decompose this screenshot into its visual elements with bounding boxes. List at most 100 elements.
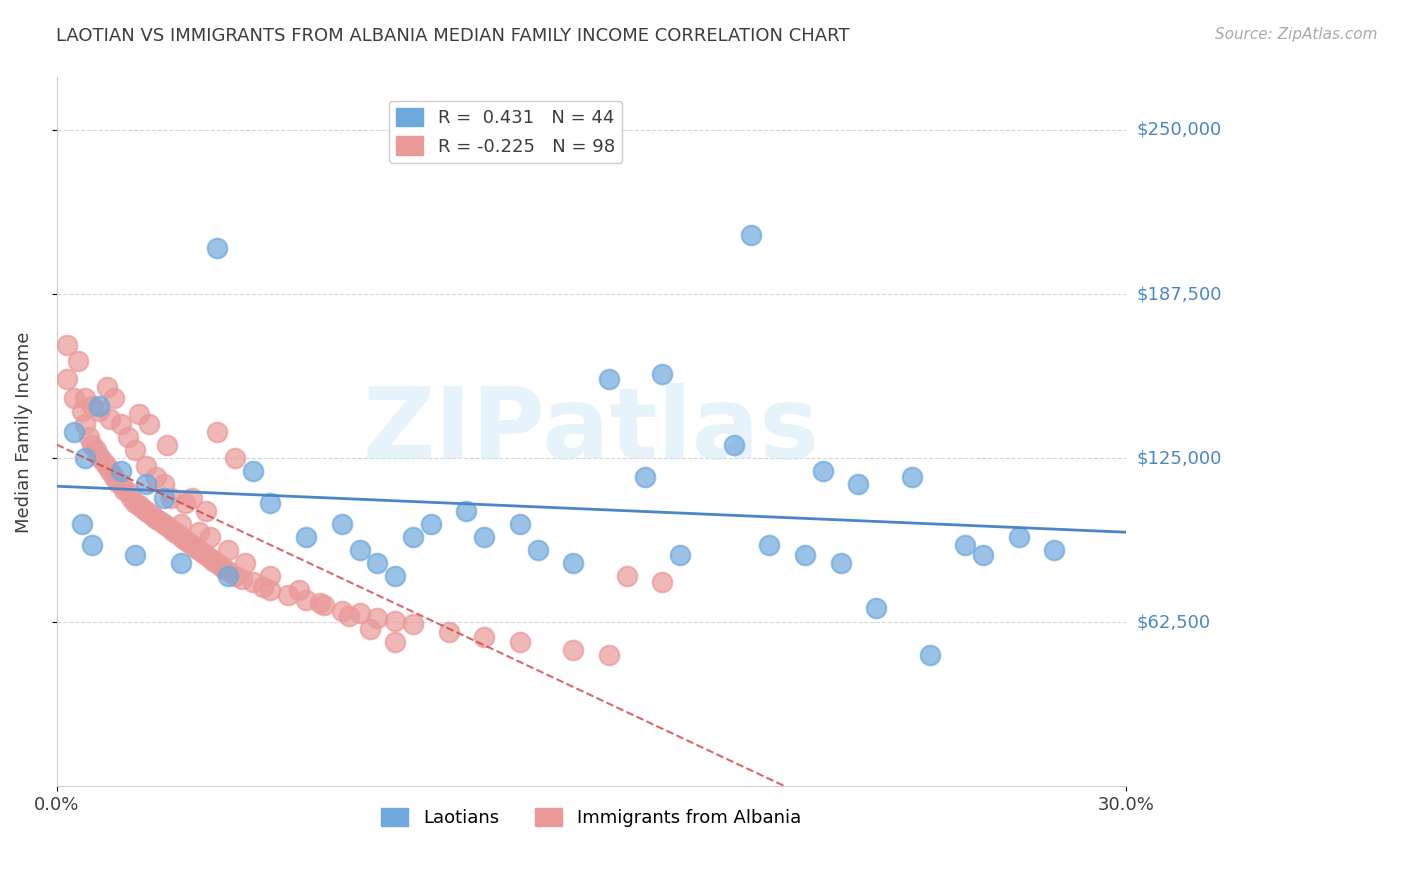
Point	[56, 338, 79, 352]
Point	[235, 556, 257, 570]
Point	[794, 549, 817, 563]
Text: $187,500: $187,500	[1137, 285, 1222, 303]
Point	[98, 412, 121, 426]
Point	[288, 582, 311, 597]
Text: ZIPatlas: ZIPatlas	[363, 384, 820, 481]
Point	[669, 549, 692, 563]
Point	[198, 530, 221, 544]
Point	[184, 541, 207, 555]
Point	[128, 499, 150, 513]
Point	[195, 504, 218, 518]
Point	[277, 588, 299, 602]
Point	[472, 530, 495, 544]
Point	[598, 648, 620, 663]
Point	[135, 477, 157, 491]
Point	[191, 546, 214, 560]
Point	[75, 451, 97, 466]
Point	[77, 430, 100, 444]
Point	[231, 572, 253, 586]
Point	[811, 464, 834, 478]
Point	[75, 391, 97, 405]
Point	[195, 549, 218, 563]
Point	[149, 514, 172, 528]
Point	[105, 475, 128, 489]
Point	[135, 504, 157, 518]
Point	[562, 556, 585, 570]
Point	[89, 404, 111, 418]
Point	[181, 538, 204, 552]
Point	[103, 469, 125, 483]
Point	[337, 608, 360, 623]
Point	[174, 533, 197, 547]
Point	[66, 354, 89, 368]
Point	[384, 614, 406, 628]
Point	[252, 580, 274, 594]
Point	[212, 561, 235, 575]
Point	[419, 516, 441, 531]
Point	[259, 582, 281, 597]
Point	[205, 241, 228, 255]
Point	[205, 425, 228, 439]
Point	[170, 530, 193, 544]
Point	[330, 516, 353, 531]
Point	[181, 491, 204, 505]
Point	[138, 417, 160, 431]
Point	[509, 635, 531, 649]
Point	[112, 483, 135, 497]
Point	[135, 459, 157, 474]
Point	[188, 543, 211, 558]
Point	[437, 624, 460, 639]
Point	[224, 569, 246, 583]
Point	[82, 538, 104, 552]
Point	[901, 469, 924, 483]
Point	[166, 527, 188, 541]
Point	[84, 443, 107, 458]
Point	[242, 574, 264, 589]
Point	[70, 516, 93, 531]
Point	[177, 535, 200, 549]
Point	[242, 464, 264, 478]
Point	[82, 399, 104, 413]
Point	[402, 530, 425, 544]
Point	[209, 558, 232, 573]
Point	[174, 496, 197, 510]
Point	[110, 464, 132, 478]
Point	[295, 593, 318, 607]
Point	[152, 477, 174, 491]
Point	[98, 464, 121, 478]
Point	[170, 556, 193, 570]
Point	[651, 574, 673, 589]
Point	[82, 438, 104, 452]
Point	[117, 485, 139, 500]
Point	[848, 477, 870, 491]
Point	[972, 549, 994, 563]
Point	[217, 543, 239, 558]
Point	[349, 543, 371, 558]
Y-axis label: Median Family Income: Median Family Income	[15, 331, 32, 533]
Point	[1008, 530, 1031, 544]
Text: LAOTIAN VS IMMIGRANTS FROM ALBANIA MEDIAN FAMILY INCOME CORRELATION CHART: LAOTIAN VS IMMIGRANTS FROM ALBANIA MEDIA…	[56, 27, 849, 45]
Point	[117, 430, 139, 444]
Text: Source: ZipAtlas.com: Source: ZipAtlas.com	[1215, 27, 1378, 42]
Point	[124, 443, 146, 458]
Legend: Laotians, Immigrants from Albania: Laotians, Immigrants from Albania	[374, 800, 808, 834]
Point	[259, 496, 281, 510]
Point	[91, 454, 114, 468]
Point	[562, 643, 585, 657]
Point	[402, 616, 425, 631]
Point	[1043, 543, 1066, 558]
Point	[96, 459, 118, 474]
Point	[865, 601, 887, 615]
Point	[198, 551, 221, 566]
Point	[224, 451, 246, 466]
Point	[616, 569, 638, 583]
Point	[651, 367, 673, 381]
Point	[96, 380, 118, 394]
Point	[170, 516, 193, 531]
Point	[145, 469, 167, 483]
Point	[366, 611, 388, 625]
Point	[103, 391, 125, 405]
Point	[205, 556, 228, 570]
Point	[740, 227, 762, 242]
Point	[830, 556, 852, 570]
